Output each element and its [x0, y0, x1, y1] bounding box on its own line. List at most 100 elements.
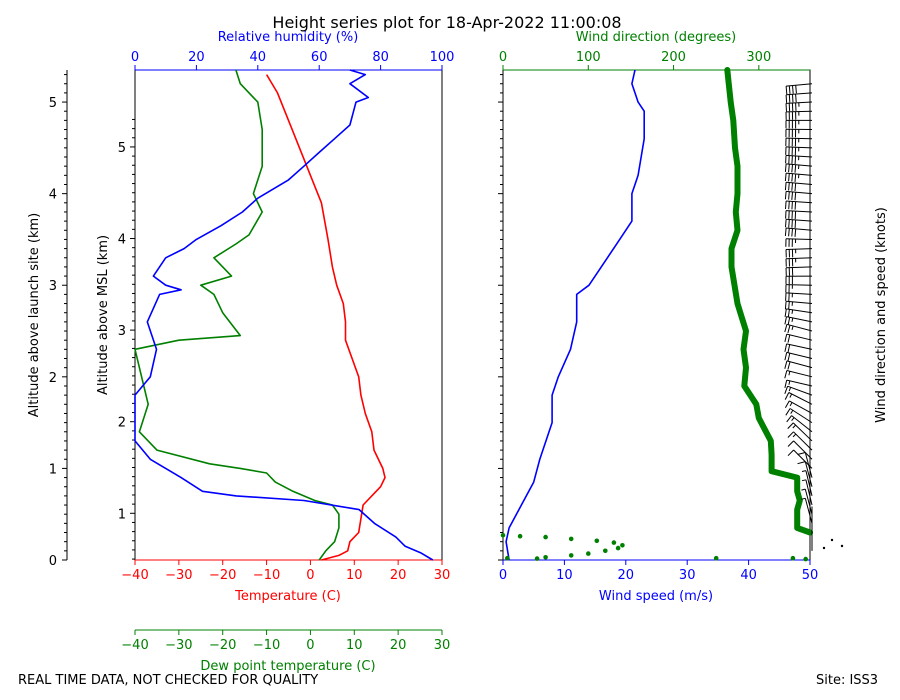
wind-barb-half-flag: [788, 387, 792, 392]
dew-tick-label: 10: [346, 638, 363, 653]
temp-tick-label: −10: [253, 568, 280, 583]
wind-direction-dot: [615, 545, 621, 551]
wind-direction-line: [724, 67, 813, 536]
wind-barb-staff: [786, 360, 813, 369]
dew-tick-label: 30: [434, 638, 451, 653]
wind-barb-staff: [804, 498, 813, 524]
wind-barb-flag: [784, 360, 788, 369]
wind-barb-calm: [840, 544, 844, 548]
wind-barb-flag: [794, 201, 797, 210]
wind-barb-flag: [787, 440, 794, 447]
wind-barb-flag: [787, 431, 794, 438]
wind-barb-flag: [785, 200, 787, 210]
msl-tick-label: 3: [118, 324, 126, 339]
wind-barb-flag: [788, 191, 790, 200]
wind-barb-staff: [786, 172, 813, 176]
wind-barbs: [784, 83, 844, 551]
msl-tick-label: 2: [118, 416, 126, 431]
wind-barb-flag: [784, 400, 790, 409]
wind-direction-dot: [603, 548, 608, 554]
wind-barb-flag: [784, 352, 788, 361]
wind-barb-staff: [804, 488, 813, 515]
thermo-series: [134, 69, 434, 561]
wind-barb-flag: [785, 94, 788, 103]
wind-barb-flag: [797, 461, 806, 465]
wind-barb-staff: [786, 333, 813, 341]
wind-barb-half-flag: [790, 410, 794, 414]
wind-barb-half-flag: [789, 402, 793, 407]
agl-tick-label: 3: [49, 279, 57, 294]
dir-tick-label: 300: [746, 50, 771, 65]
dew-tick-label: 20: [390, 638, 407, 653]
wind-barb-half-flag: [792, 424, 796, 429]
dew-tick-label: 0: [306, 638, 314, 653]
wind-barb-staff: [788, 392, 813, 405]
msl-tick-label: 1: [118, 507, 126, 522]
wind-barb-half-flag: [801, 470, 807, 472]
wind-barb-flag: [784, 316, 787, 325]
wind-barb-flag: [787, 422, 794, 429]
wind-barb-half-flag: [792, 433, 797, 438]
wind-barb-staff: [786, 323, 813, 332]
wind-direction-dot: [790, 555, 796, 561]
wind-barb-staff: [805, 470, 813, 497]
wind-direction-dot: [594, 538, 600, 544]
wind-direction-dot: [620, 543, 625, 548]
wind-barb-staff: [793, 431, 813, 451]
wind-barb-flag: [788, 85, 791, 94]
barb-axis-label: Wind direction and speed (knots): [874, 207, 889, 423]
wind-barb-staff: [804, 461, 813, 487]
wind-barb-flag: [797, 452, 806, 455]
rh-tick-label: 80: [372, 50, 389, 65]
wind-direction-dot: [543, 534, 548, 540]
wind-barb-staff: [785, 210, 813, 213]
wind-barb-staff: [786, 351, 813, 359]
wind-barb-flag: [794, 164, 797, 173]
wind-barb-staff: [792, 422, 813, 442]
wind-barb-flag: [792, 94, 794, 103]
wind-barb-flag: [795, 85, 797, 94]
dewpoint-line: [134, 69, 340, 561]
rh-tick-label: 60: [311, 50, 328, 65]
wind-barb-flag: [784, 379, 788, 389]
wind-barb-flag: [788, 182, 790, 191]
wind-direction-dot: [568, 536, 574, 542]
wind-direction-dot: [500, 533, 506, 538]
wind-barb-flag: [791, 164, 793, 173]
wind-barb-staff: [785, 257, 813, 260]
wind-barb-half-flag: [801, 497, 806, 500]
wind-barb-flag: [791, 191, 793, 200]
wind-barb-staff: [785, 248, 813, 250]
wind-barb-flag: [791, 228, 793, 237]
agl-tick-label: 1: [49, 462, 57, 477]
wind-barb-flag: [785, 219, 787, 228]
wind-barb-staff: [786, 190, 813, 195]
wind-barb-flag: [788, 173, 790, 182]
axis-ticks: −40 −30 −20 −10 0 10 20 30−40 −30 −20 −10 0 10 20 300 2…: [49, 50, 819, 653]
wind-barb-flag: [785, 86, 788, 95]
wind-barb-half-flag: [788, 371, 791, 376]
rh-tick-label: 20: [188, 50, 205, 65]
wind-barb-flag: [792, 85, 794, 94]
wind-direction-dot: [543, 555, 548, 560]
wind-barb-half-flag: [801, 479, 807, 482]
wind-barb-flag: [794, 183, 797, 192]
wind-barb-calm: [830, 538, 834, 542]
wind-barb-staff: [786, 181, 813, 185]
wind-series: [500, 67, 813, 562]
temp-tick-label: 10: [346, 568, 363, 583]
wind-barb-staff: [789, 408, 813, 424]
temp-axis-label: Temperature (C): [234, 589, 341, 604]
wind-barb-staff: [786, 227, 813, 231]
temp-tick-label: 30: [434, 568, 451, 583]
wind-barb-half-flag: [791, 309, 794, 314]
dew-tick-label: −20: [209, 638, 236, 653]
wind-barb-flag: [785, 408, 791, 416]
wind-barb-half-flag: [791, 417, 795, 422]
wind-barb-flag: [784, 343, 788, 352]
wind-barb-flag: [787, 324, 791, 334]
wind-barb-flag: [787, 334, 791, 343]
wind-barb-staff: [785, 110, 813, 113]
chart-title: Height series plot for 18-Apr-2022 11:00…: [272, 13, 621, 32]
